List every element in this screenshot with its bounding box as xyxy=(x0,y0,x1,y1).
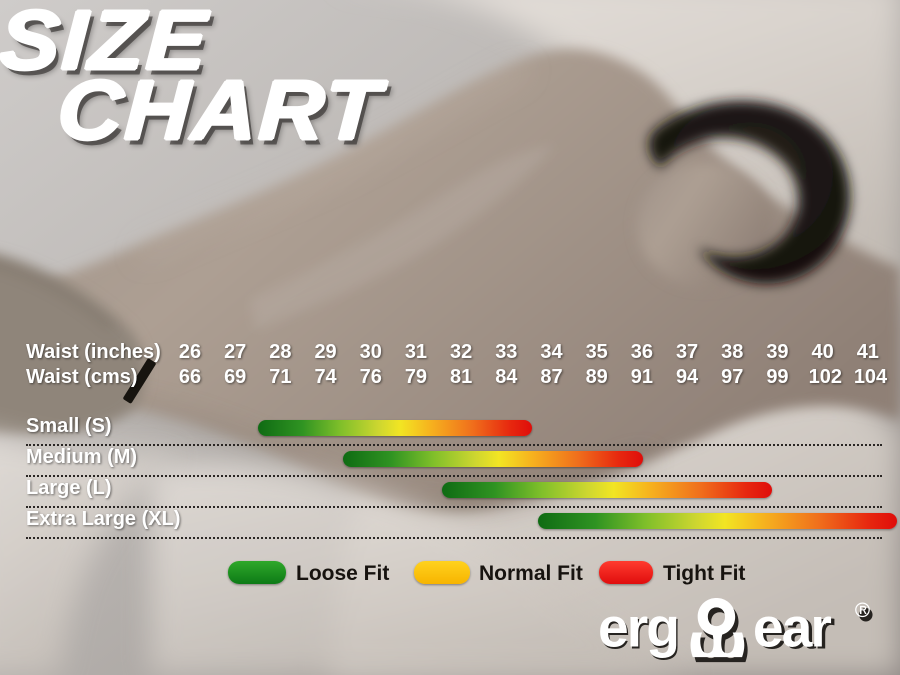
svg-text:ear: ear xyxy=(753,598,832,658)
svg-text:erg: erg xyxy=(598,598,678,658)
